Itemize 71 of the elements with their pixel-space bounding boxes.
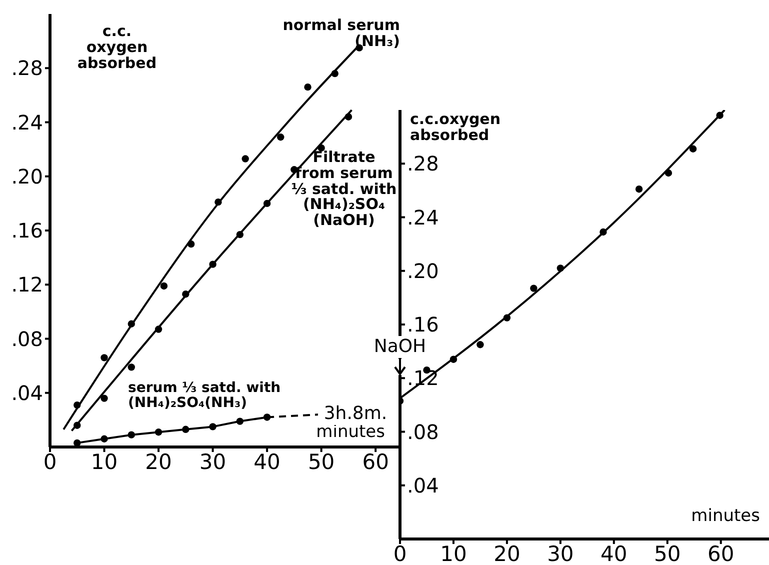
- y-tick-label: .12: [11, 272, 43, 297]
- x-tick-label: 20: [145, 450, 172, 474]
- y-tick-label: .28: [11, 56, 43, 80]
- point: [530, 284, 538, 292]
- series-label: normal serum (NH₃): [282, 16, 400, 50]
- point: [160, 282, 168, 290]
- x-tick-label: 60: [362, 450, 389, 474]
- point: [128, 320, 135, 328]
- point: [74, 401, 81, 409]
- x-tick-label: 40: [254, 450, 280, 474]
- point: [450, 356, 458, 363]
- x-tick-label: 0: [43, 450, 57, 474]
- x-tick-label: 30: [547, 542, 574, 565]
- point: [503, 314, 511, 322]
- x-axis-title: minutes: [690, 506, 760, 526]
- y-tick-label: .08: [11, 326, 43, 351]
- y-tick-label: .16: [407, 312, 439, 337]
- point: [263, 200, 271, 208]
- point: [263, 414, 271, 421]
- x-tick-label: 30: [199, 450, 226, 474]
- point: [128, 364, 135, 371]
- point: [277, 134, 284, 141]
- annotation: 3h.8m.: [318, 403, 393, 425]
- y-tick-label: .24: [11, 110, 43, 134]
- point: [344, 113, 352, 120]
- y-tick-label: .20: [11, 164, 43, 188]
- y-tick-label: .08: [407, 420, 439, 444]
- y-tick-label: .28: [407, 152, 439, 176]
- point: [128, 431, 135, 438]
- point: [236, 230, 244, 238]
- point: [100, 394, 108, 402]
- y-tick-label: .24: [407, 205, 439, 230]
- point: [182, 426, 190, 434]
- point: [187, 240, 195, 248]
- point: [154, 326, 162, 333]
- y-tick-label: .16: [11, 218, 43, 243]
- point: [209, 423, 216, 430]
- x-tick-label: 0: [393, 542, 407, 565]
- point: [304, 83, 312, 91]
- point: [664, 169, 672, 177]
- point: [476, 341, 484, 348]
- point: [600, 228, 607, 236]
- x-tick-label: 40: [600, 542, 628, 565]
- annotation: NaOH: [372, 336, 428, 358]
- y-tick-label: .04: [407, 473, 439, 498]
- point: [100, 354, 108, 362]
- point: [716, 112, 724, 119]
- point: [236, 418, 244, 425]
- x-tick-label: 50: [308, 450, 335, 474]
- y-tick-label: .04: [11, 380, 43, 405]
- series-label: serum ⅓ satd. with (NH₄)₂SO₄(NH₃): [128, 380, 281, 411]
- point: [242, 155, 249, 162]
- point: [214, 198, 222, 206]
- point: [154, 428, 162, 436]
- y-tick-label: .20: [407, 258, 439, 283]
- x-axis-title: minutes: [315, 422, 385, 442]
- point: [635, 185, 643, 193]
- x-tick-label: 60: [708, 542, 734, 565]
- point: [556, 264, 564, 272]
- point: [331, 70, 338, 78]
- point: [100, 435, 108, 442]
- point: [74, 422, 81, 429]
- point: [209, 260, 216, 268]
- point: [689, 145, 697, 152]
- point: [182, 290, 190, 298]
- x-tick-label: 10: [90, 450, 118, 474]
- y-axis-title: c.c. oxygen absorbed: [76, 22, 158, 72]
- y-axis-title: c.c.oxygen absorbed: [410, 110, 502, 144]
- x-tick-label: 10: [440, 542, 467, 565]
- x-tick-label: 50: [654, 542, 681, 565]
- x-tick-label: 20: [494, 542, 520, 565]
